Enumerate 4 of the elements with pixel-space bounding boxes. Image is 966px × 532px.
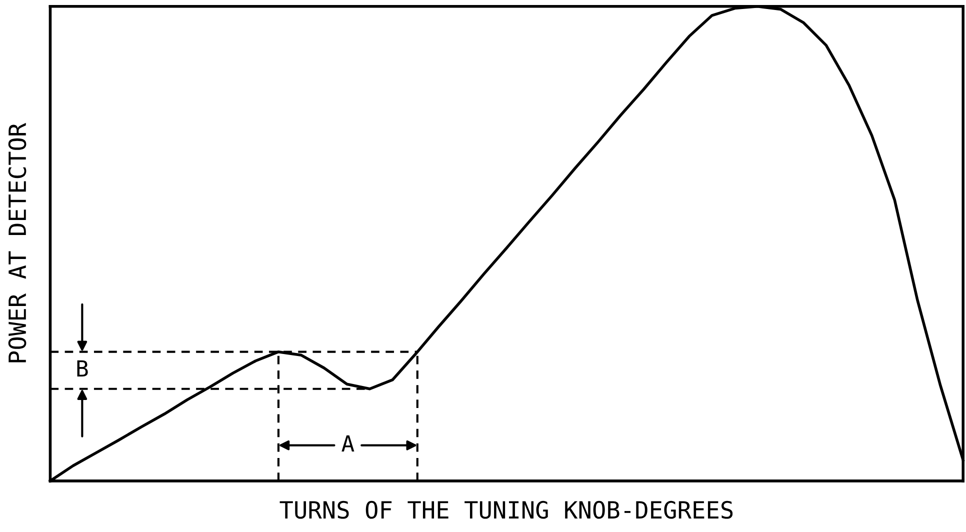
annotation: B [77,360,88,377]
y-axis-title: POWER AT DETECTOR [8,122,26,362]
annotation: A [342,435,354,452]
x-axis-title: TURNS OF THE TUNING KNOB-DEGREES [280,500,733,519]
